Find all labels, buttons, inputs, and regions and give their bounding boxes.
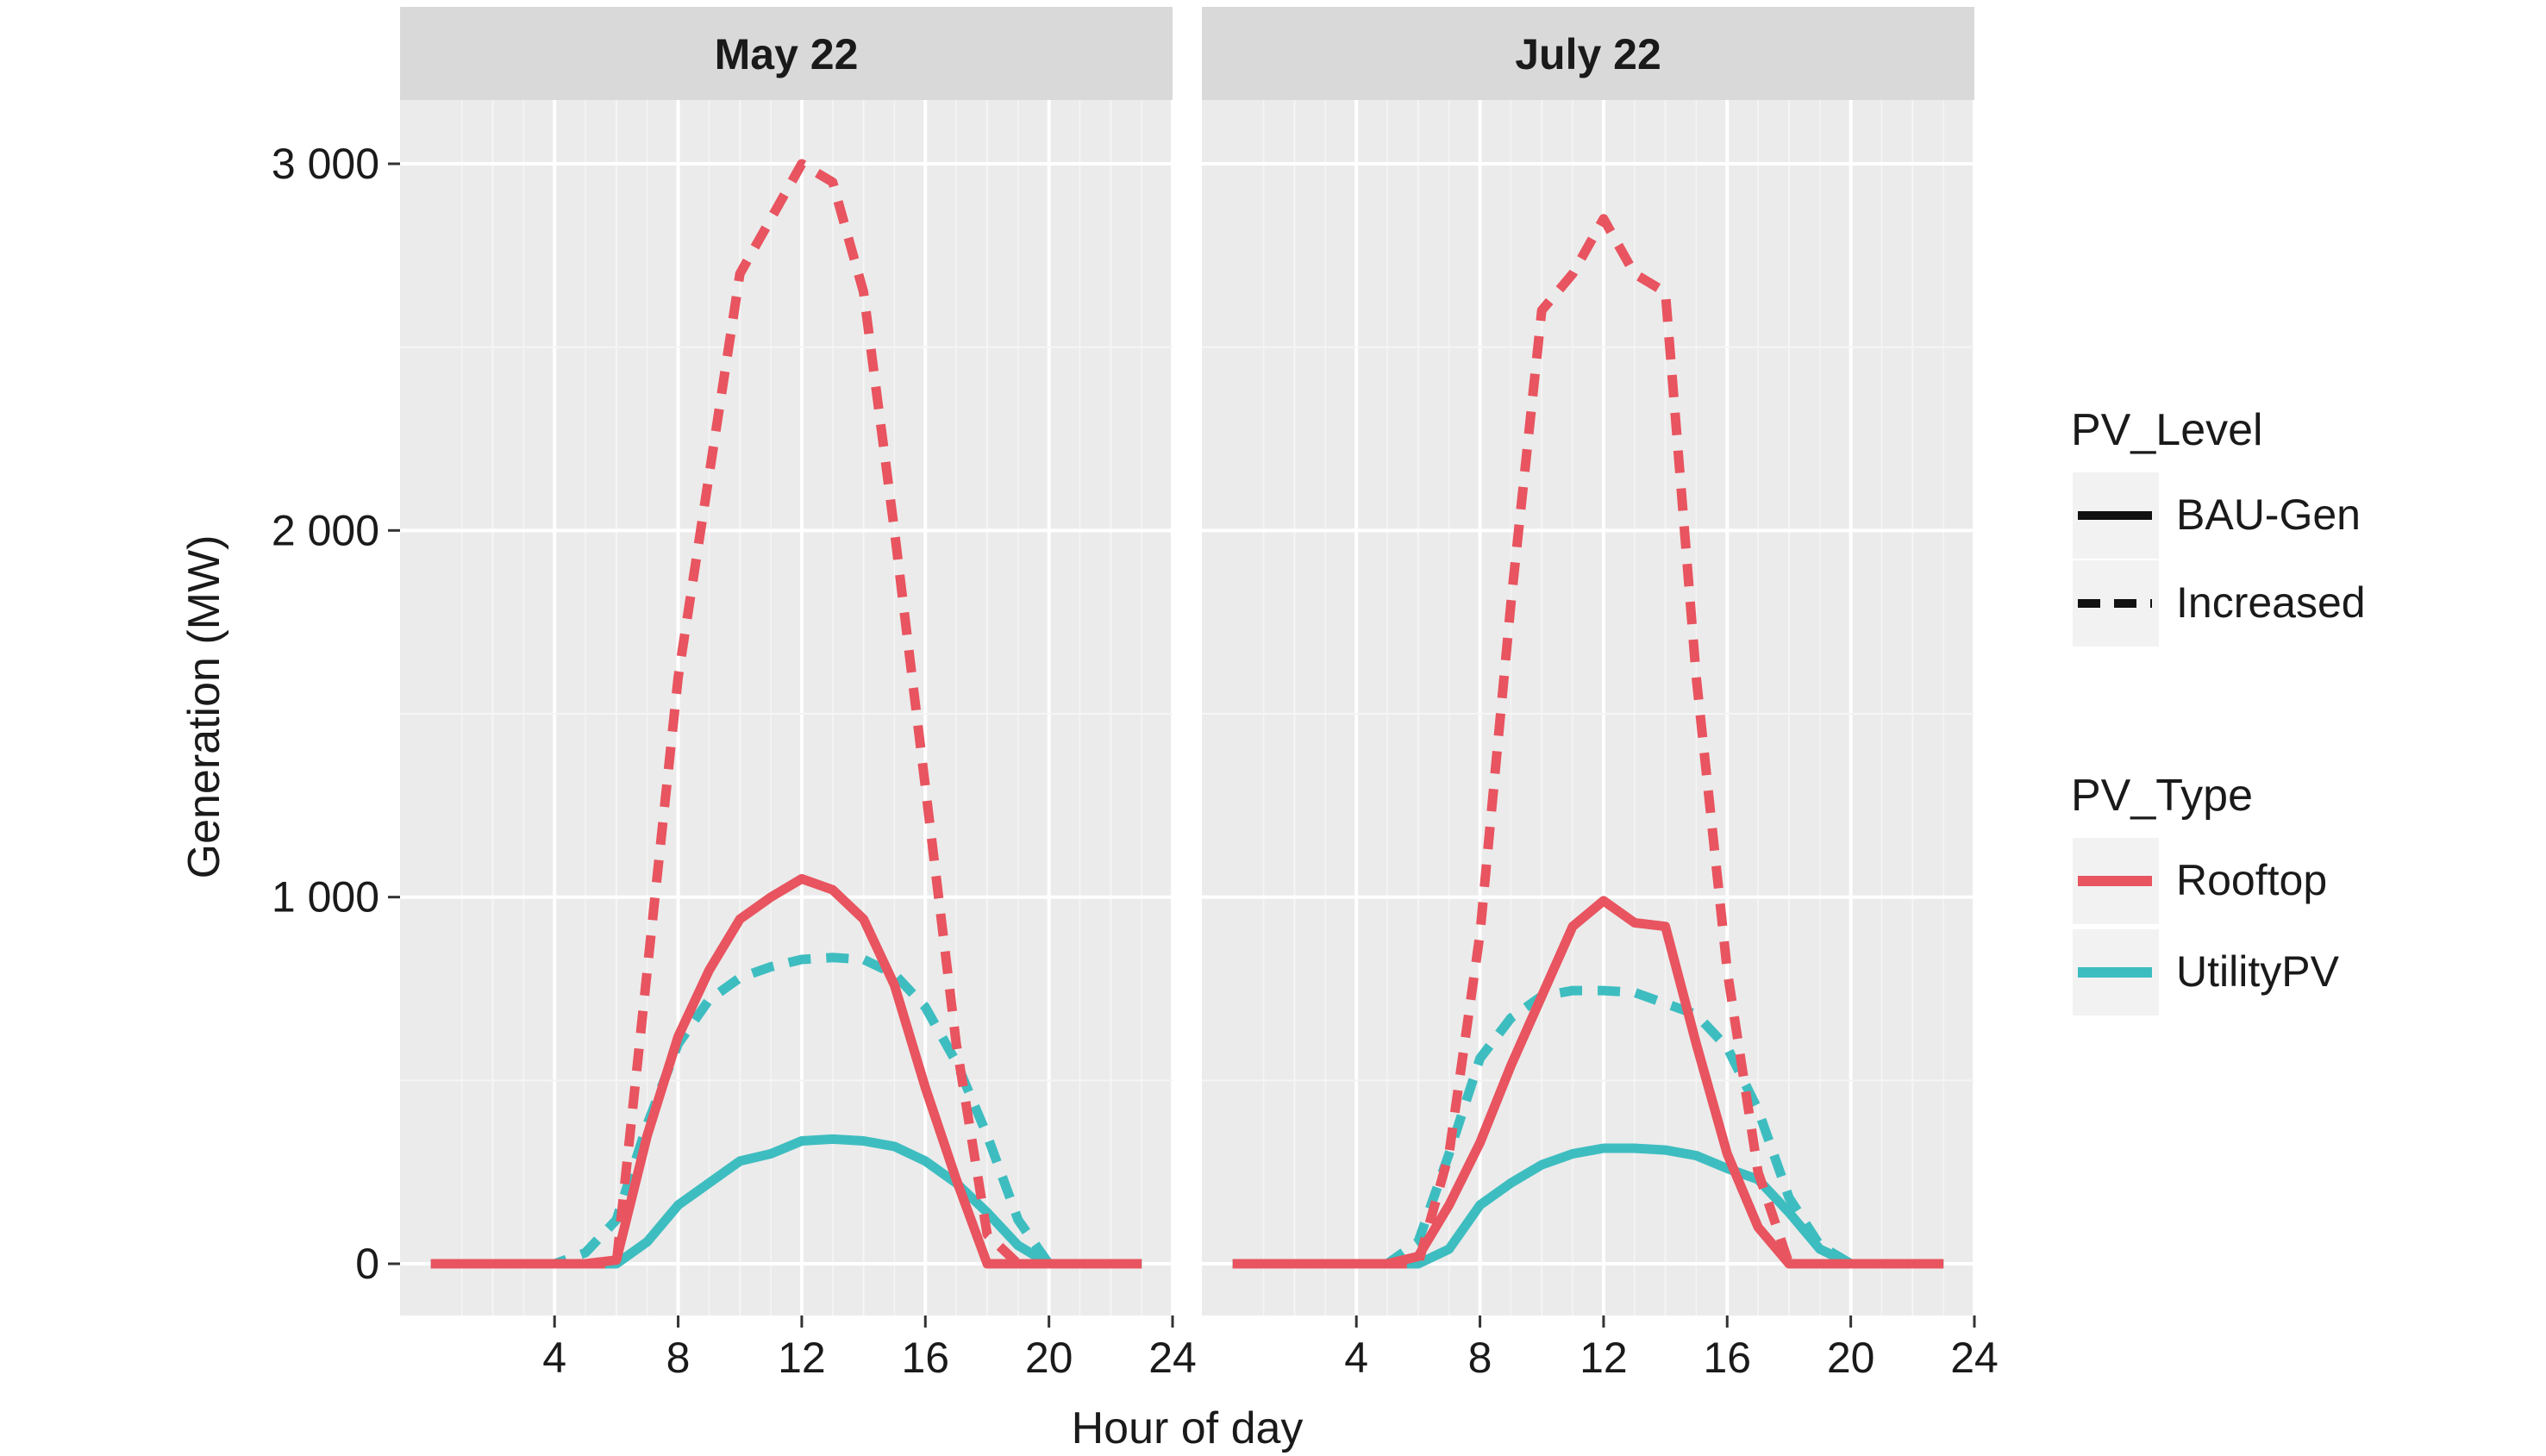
- x-tick-label: 12: [1580, 1334, 1628, 1382]
- panel-july: July 22 4 8 12 16 20 24: [1202, 7, 1999, 1382]
- legend-label-utilitypv: UtilityPV: [2176, 947, 2340, 996]
- legend-label-rooftop: Rooftop: [2176, 856, 2327, 904]
- y-axis-title: Generation (MW): [179, 535, 229, 879]
- x-axis: 4 8 12 16 20 24: [542, 1315, 1197, 1382]
- x-tick-label: 24: [1950, 1334, 1999, 1382]
- y-tick-label: 3 000: [272, 140, 379, 188]
- legend: PV_Level BAU-Gen Increased PV_Type Rooft…: [2071, 405, 2366, 1015]
- legend-label-increased: Increased: [2176, 578, 2366, 627]
- series-lines: [1232, 214, 1944, 1269]
- panel-strip: [400, 7, 1173, 100]
- plot-area: [400, 100, 1173, 1315]
- x-tick-label: 20: [1025, 1334, 1073, 1382]
- series-rooftop-increased: [430, 159, 1142, 1269]
- gridlines: [1202, 100, 1976, 1315]
- x-tick-label: 20: [1827, 1334, 1875, 1382]
- x-tick-label: 24: [1148, 1334, 1197, 1382]
- legend-title-type: PV_Type: [2071, 771, 2253, 821]
- y-tick-label: 1 000: [272, 873, 379, 922]
- panel-may: May 22 4 8 12 16 20 24: [400, 7, 1197, 1382]
- y-axis: 0 1 000 2 000 3 000: [272, 140, 400, 1288]
- x-axis-title: Hour of day: [1072, 1403, 1304, 1453]
- x-axis: 4 8 12 16 20 24: [1344, 1315, 1999, 1382]
- legend-label-bau: BAU-Gen: [2176, 491, 2361, 539]
- y-tick-label: 0: [355, 1240, 379, 1288]
- x-tick-label: 8: [666, 1334, 691, 1382]
- x-tick-label: 12: [778, 1334, 826, 1382]
- legend-title-level: PV_Level: [2071, 405, 2263, 455]
- panel-title: May 22: [715, 30, 859, 78]
- gridlines: [400, 100, 1174, 1315]
- x-tick-label: 4: [542, 1334, 566, 1382]
- panel-title: July 22: [1515, 30, 1661, 78]
- x-tick-label: 16: [1703, 1334, 1751, 1382]
- plot-area: [1202, 100, 1974, 1315]
- x-tick-label: 16: [901, 1334, 949, 1382]
- panel-strip: [1202, 7, 1974, 100]
- series-lines: [430, 159, 1142, 1269]
- y-tick-label: 2 000: [272, 506, 379, 554]
- series-rooftop-increased: [1232, 214, 1944, 1269]
- x-tick-label: 4: [1344, 1334, 1368, 1382]
- x-tick-label: 8: [1468, 1334, 1492, 1382]
